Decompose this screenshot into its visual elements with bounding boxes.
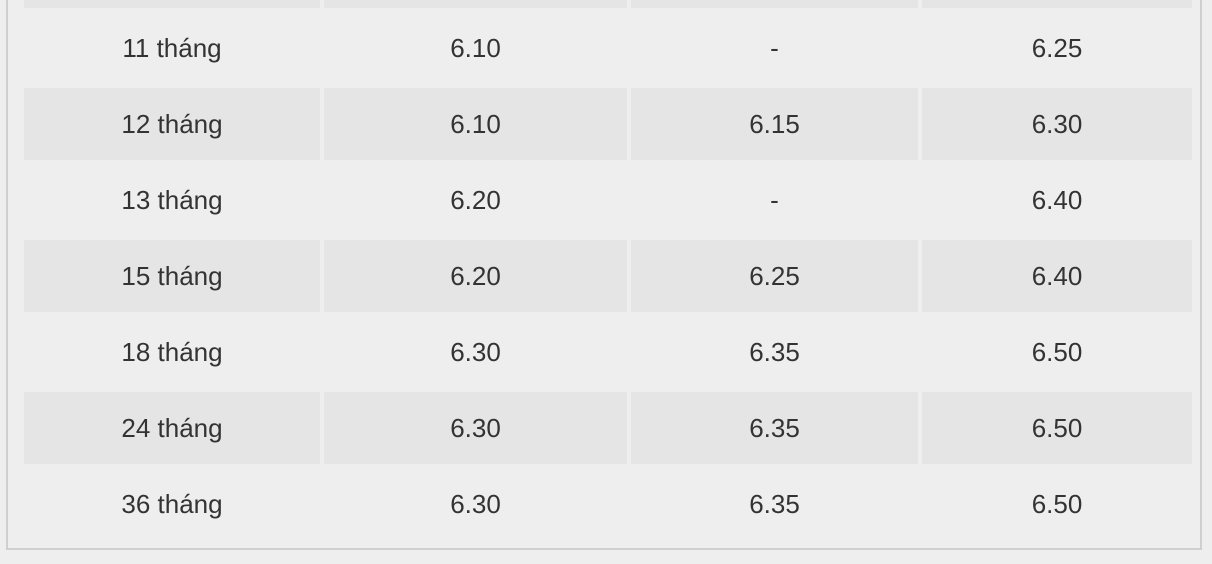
term-cell: 11 tháng [122,32,222,63]
rate-cell: 6.30 [922,88,1192,160]
term-cell: 13 tháng [121,184,223,215]
term-cell: 12 tháng [24,88,320,160]
table-row-partial [24,0,1192,8]
rates-table-container: 11 tháng 6.10-6.25 12 tháng 6.10 6.15 6.30 13 … [6,0,1202,550]
rate-cell: 6.35 [631,392,918,464]
rate-cell: 6.20 [324,240,627,312]
rate-cell: 6.30 [450,488,501,519]
rate-cell: 6.50 [1031,336,1083,367]
term-cell: 36 tháng [121,488,223,519]
table-row: 15 tháng 6.20 6.25 6.40 [24,240,1192,312]
rate-cell: 6.30 [450,336,501,367]
term-cell: 18 tháng [121,336,223,367]
rate-cell: 6.10 [324,88,627,160]
rate-cell: 6.10 [450,32,501,63]
table-row: 13 tháng 6.20 - 6.40 [24,164,1192,236]
interest-rate-table: 11 tháng 6.10-6.25 12 tháng 6.10 6.15 6.30 13 … [20,0,1196,544]
rate-cell: 6.15 [631,88,918,160]
table-row: 36 tháng 6.30 6.35 6.50 [24,468,1192,540]
rate-cell: 6.50 [922,392,1192,464]
term-cell: 24 tháng [24,392,320,464]
rate-cell: - [770,32,779,63]
table-row: 12 tháng 6.10 6.15 6.30 [24,88,1192,160]
table-row: 18 tháng 6.30 6.35 6.50 [24,316,1192,388]
table-row: 24 tháng 6.30 6.35 6.50 [24,392,1192,464]
rate-cell: 6.35 [749,336,800,367]
rate-cell: 6.30 [324,392,627,464]
rate-cell: 6.25 [1031,32,1083,63]
rate-cell: 6.40 [922,240,1192,312]
rate-cell: 6.25 [631,240,918,312]
rate-cell: 6.20 [450,184,501,215]
rate-cell: 6.35 [749,488,800,519]
term-cell: 15 tháng [24,240,320,312]
rate-cell: 6.40 [1031,184,1083,215]
table-row: 11 tháng 6.10 - 6.25 [24,12,1192,84]
rate-cell: - [770,184,779,215]
rate-cell: 6.50 [1031,488,1083,519]
